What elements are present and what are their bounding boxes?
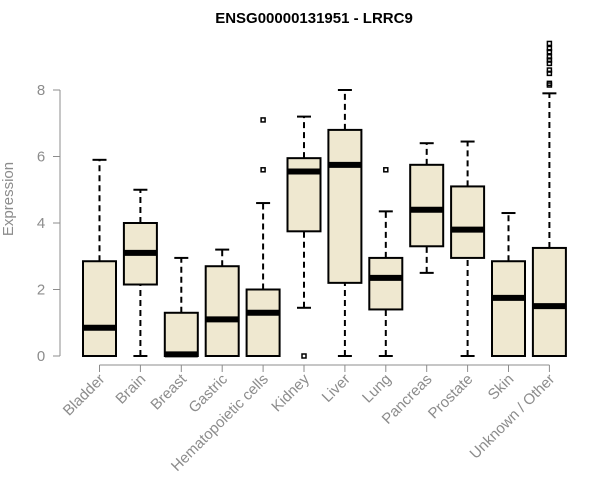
box-hematopoietic-cells — [245, 117, 281, 357]
y-axis: 0 2 4 6 8 — [37, 82, 61, 365]
box-breast — [163, 256, 199, 358]
box-iqr — [327, 128, 363, 284]
y-tick-label: 4 — [37, 215, 45, 232]
box-iqr — [409, 163, 445, 248]
box-iqr — [163, 311, 199, 357]
box-liver — [327, 89, 363, 357]
x-tick-label: Lung — [359, 371, 395, 407]
y-tick-label: 2 — [37, 282, 45, 299]
box-lung — [368, 167, 404, 357]
x-tick-label: Prostate — [425, 371, 477, 423]
y-tick-label: 0 — [37, 348, 45, 365]
box-kidney — [286, 115, 322, 359]
outlier-point — [546, 80, 553, 87]
box-iqr — [245, 288, 281, 357]
box-iqr — [531, 246, 567, 357]
box-gastric — [204, 248, 240, 358]
outlier-point — [546, 54, 553, 60]
box-brain — [122, 188, 158, 357]
outlier-point — [546, 40, 553, 47]
outlier-point — [260, 167, 266, 173]
outlier-point — [301, 353, 307, 359]
y-tick-label: 8 — [37, 82, 45, 99]
outlier-point — [546, 45, 553, 52]
box-unknown-other — [531, 40, 567, 357]
box-prostate — [450, 140, 486, 357]
outlier-point — [383, 167, 389, 173]
x-tick-label: Skin — [485, 371, 518, 404]
chart-title: ENSG00000131951 - LRRC9 — [215, 10, 413, 27]
boxplot-series — [82, 40, 567, 359]
box-iqr — [368, 256, 404, 311]
outlier-point — [546, 67, 553, 73]
x-tick-label: Bladder — [60, 371, 109, 420]
x-tick-label: Brain — [112, 371, 149, 408]
outlier-point — [260, 117, 266, 123]
box-iqr — [204, 265, 240, 358]
y-axis-label: Expression — [0, 162, 17, 236]
box-iqr — [491, 260, 526, 357]
y-tick-label: 6 — [37, 149, 45, 166]
x-tick-label: Breast — [147, 370, 190, 413]
box-iqr — [450, 185, 486, 259]
box-skin — [491, 212, 526, 357]
box-pancreas — [409, 142, 445, 274]
box-bladder — [82, 158, 117, 357]
box-iqr — [82, 260, 117, 357]
x-tick-label: Kidney — [268, 370, 313, 415]
x-tick-label: Liver — [319, 371, 354, 406]
